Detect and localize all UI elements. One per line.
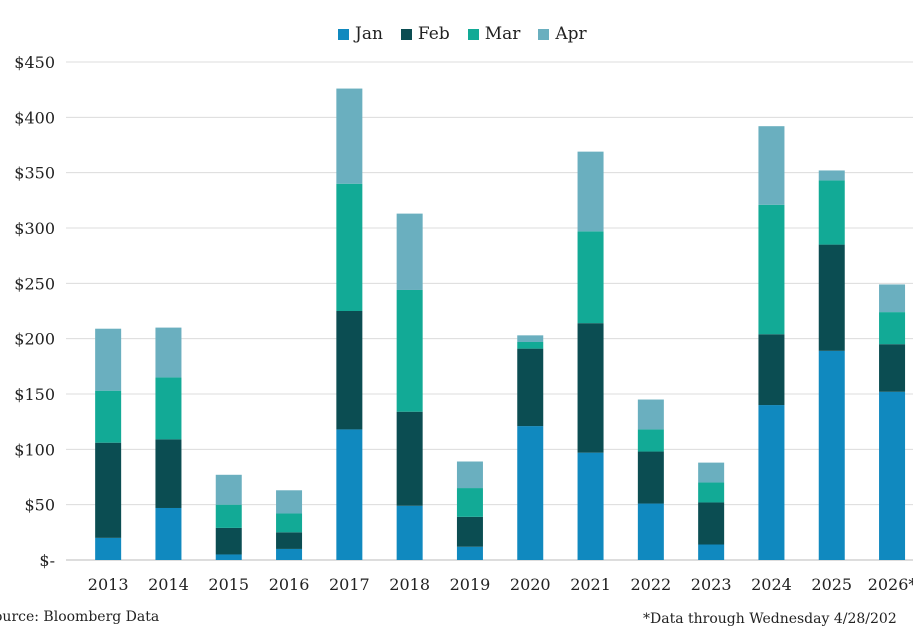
bar-segment-feb-2016 (276, 532, 303, 549)
bar-segment-apr-2022 (637, 399, 664, 430)
bar-segment-mar-2021 (577, 231, 604, 324)
bar-segment-jan-2022 (637, 503, 664, 560)
legend-label-jan: Jan (355, 24, 383, 44)
bar-segment-apr-2020 (517, 335, 544, 342)
x-tick-label: 2018 (389, 575, 430, 594)
bar-segment-mar-2026 (879, 312, 906, 345)
y-tick-label: $400 (14, 108, 55, 127)
x-tick-label: 2025 (811, 575, 852, 594)
legend-swatch-apr (538, 28, 550, 40)
bar-segment-mar-2020 (517, 341, 544, 349)
chart-legend: Jan Feb Mar Apr (338, 24, 587, 44)
y-tick-label: $250 (14, 274, 55, 293)
bar-segment-mar-2022 (637, 429, 664, 452)
bar-segment-feb-2021 (577, 323, 604, 453)
x-tick-label: 2023 (691, 575, 732, 594)
bar-segment-jan-2024 (758, 405, 785, 560)
source-note: ource: Bloomberg Data (0, 609, 160, 625)
bar-segment-feb-2026 (879, 344, 906, 392)
bar-segment-mar-2018 (396, 289, 423, 412)
bar-segment-apr-2018 (396, 213, 423, 290)
bar-segment-jan-2026 (879, 391, 906, 560)
bar-segment-jan-2025 (818, 350, 845, 560)
bar-segment-jan-2015 (215, 554, 242, 560)
bar-segment-mar-2016 (276, 513, 303, 533)
bar-segment-apr-2014 (155, 327, 182, 378)
bar-segment-feb-2013 (95, 442, 122, 538)
bar-segment-mar-2017 (336, 183, 363, 311)
bar-segment-mar-2013 (95, 390, 122, 443)
bar-segment-apr-2025 (818, 170, 845, 181)
x-tick-label: 2019 (450, 575, 491, 594)
bar-segment-jan-2023 (698, 544, 725, 560)
bar-segment-apr-2017 (336, 88, 363, 184)
legend-swatch-mar (467, 28, 479, 40)
legend-label-mar: Mar (484, 24, 521, 44)
bar-segment-apr-2013 (95, 328, 122, 391)
x-tick-label: 2014 (148, 575, 189, 594)
y-tick-label: $150 (14, 385, 55, 404)
bar-segment-feb-2017 (336, 311, 363, 430)
bar-segment-feb-2020 (517, 348, 544, 427)
legend-label-feb: Feb (417, 24, 450, 44)
bar-segment-mar-2025 (818, 180, 845, 245)
bar-segment-jan-2018 (396, 505, 423, 560)
bar-segment-jan-2017 (336, 429, 363, 560)
legend-label-apr: Apr (555, 24, 587, 44)
y-tick-label: $- (39, 551, 55, 570)
bar-segment-feb-2015 (215, 527, 242, 555)
legend-swatch-feb (400, 28, 412, 40)
bar-segment-mar-2019 (456, 488, 483, 517)
x-tick-label: 2022 (630, 575, 671, 594)
y-tick-label: $350 (14, 164, 55, 183)
bar-segment-apr-2016 (276, 490, 303, 514)
legend-swatch-jan (338, 28, 349, 40)
bar-segment-jan-2019 (456, 546, 483, 560)
x-tick-label: 2015 (208, 575, 249, 594)
bar-segment-apr-2024 (758, 126, 785, 205)
x-tick-label: 2020 (510, 575, 551, 594)
bar-segment-apr-2015 (215, 474, 242, 505)
bar-segment-apr-2019 (456, 461, 483, 489)
legend-item-feb: Feb (400, 24, 450, 44)
bar-segment-feb-2022 (637, 451, 664, 504)
x-tick-label: 2024 (751, 575, 792, 594)
y-tick-label: $200 (14, 330, 55, 349)
data-through-note: *Data through Wednesday 4/28/202 (643, 611, 897, 627)
y-tick-label: $300 (14, 219, 55, 238)
x-tick-label: 2013 (88, 575, 129, 594)
bar-segment-apr-2026 (879, 284, 906, 313)
legend-item-jan: Jan (338, 24, 383, 44)
bar-segment-mar-2023 (698, 482, 725, 503)
y-tick-label: $450 (14, 53, 55, 72)
bar-segment-feb-2024 (758, 334, 785, 406)
bar-segment-apr-2021 (577, 151, 604, 232)
bar-segment-feb-2025 (818, 244, 845, 351)
bar-segment-jan-2014 (155, 507, 182, 560)
y-tick-label: $100 (14, 440, 55, 459)
bar-segment-jan-2020 (517, 426, 544, 560)
bar-segment-mar-2014 (155, 377, 182, 440)
x-tick-label: 2026* (868, 575, 913, 594)
bar-segment-feb-2023 (698, 502, 725, 545)
x-tick-label: 2016 (269, 575, 310, 594)
y-tick-label: $50 (24, 496, 55, 515)
x-tick-label: 2021 (570, 575, 611, 594)
bar-segment-feb-2014 (155, 439, 182, 508)
bar-segment-jan-2021 (577, 452, 604, 560)
bar-segment-mar-2015 (215, 504, 242, 528)
bar-segment-feb-2018 (396, 411, 423, 506)
bar-segment-feb-2019 (456, 516, 483, 547)
bar-segment-jan-2016 (276, 548, 303, 560)
x-tick-label: 2017 (329, 575, 370, 594)
legend-item-apr: Apr (538, 24, 587, 44)
legend-item-mar: Mar (467, 24, 521, 44)
bar-segment-jan-2013 (95, 537, 122, 560)
bar-segment-mar-2024 (758, 204, 785, 335)
bar-segment-apr-2023 (698, 462, 725, 483)
